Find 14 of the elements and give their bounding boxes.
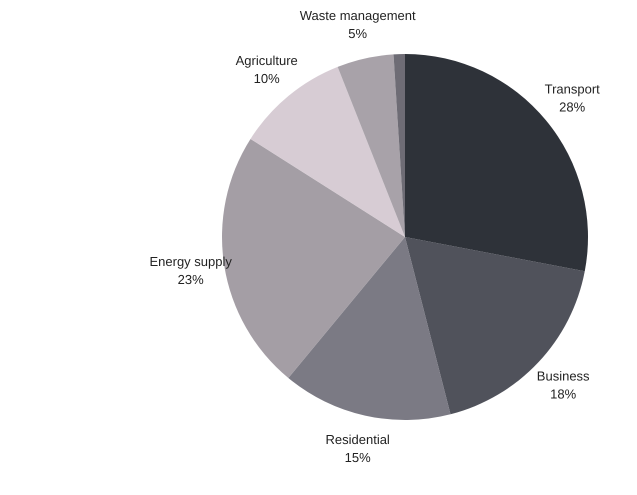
data-label: 15% (344, 450, 372, 465)
data-label: 10% (254, 70, 280, 86)
data-label: 18% (550, 386, 577, 402)
slice-label: Business (536, 368, 590, 384)
slice-label: Residential (326, 432, 390, 447)
slice-label: Transport (544, 82, 600, 97)
pie-slice (288, 237, 451, 420)
pie-slice (250, 66, 405, 237)
slice-label: Waste management (300, 8, 416, 24)
slice-label: Energy supply (149, 254, 232, 269)
data-label: 5% (348, 26, 368, 42)
data-label: 28% (559, 100, 586, 115)
slice-label: Agriculture (236, 52, 298, 68)
data-label: 23% (178, 272, 204, 287)
